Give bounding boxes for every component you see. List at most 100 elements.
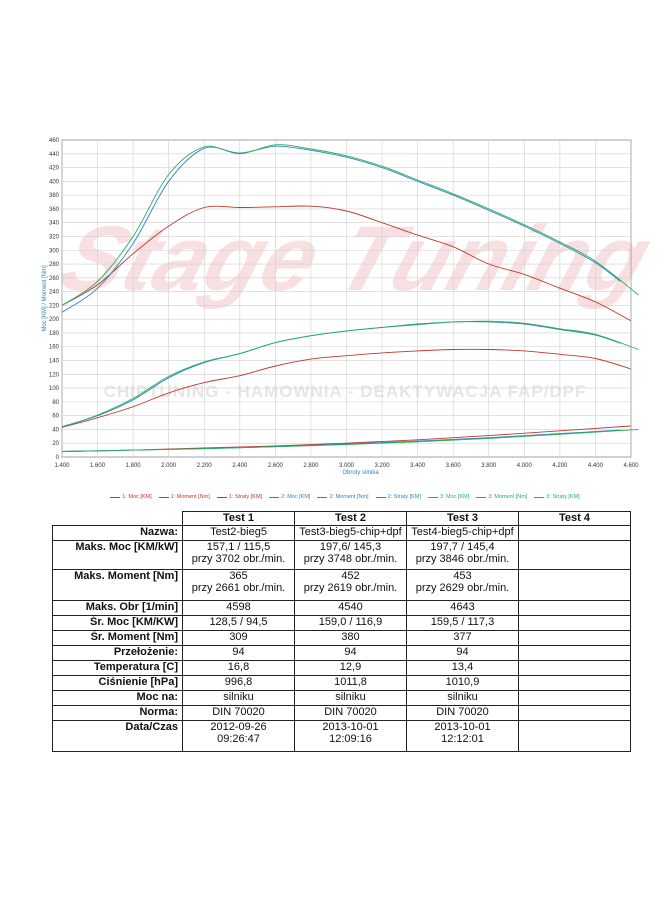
table-cell: [518, 600, 631, 616]
row-label: Śr. Moment [Nm]: [52, 630, 183, 646]
table-row: Norma: DIN 70020 DIN 70020 DIN 70020: [52, 705, 631, 721]
table-row: Moc na: silniku silniku silniku: [52, 690, 631, 706]
y-tick-label: 100: [49, 386, 60, 392]
cell-text: 94: [456, 646, 469, 658]
cell-text: DIN 70020: [212, 706, 265, 718]
x-tick-label: 3.200: [375, 463, 391, 469]
row-label: Norma:: [52, 705, 183, 721]
cell-text: 4540: [338, 601, 363, 613]
x-tick-label: 4.000: [517, 463, 533, 469]
table-cell: 365 przy 2661 obr./min.: [182, 569, 295, 601]
legend-swatch: [269, 496, 280, 498]
results-table: Test 1 Test 2 Test 3 Test 4 Nazwa: Test2-…: [52, 511, 631, 752]
legend-label: 1: Straty [KM]: [228, 494, 263, 500]
legend-label: 3: Straty [KM]: [546, 494, 580, 500]
table-cell: [518, 645, 631, 661]
table-row: Ciśnienie [hPa] 996,8 1011,8 1010,9: [52, 675, 631, 691]
table-cell: [518, 525, 631, 541]
x-tick-label: 2.800: [303, 463, 319, 469]
row-label: Moc na:: [52, 690, 183, 706]
table-cell: silniku: [406, 690, 519, 706]
y-tick-label: 400: [49, 179, 60, 185]
legend-label: 1: Moc [KM]: [122, 494, 152, 500]
cell-text: 1011,8: [334, 676, 367, 688]
table-cell: Test3-bieg5-chip+dpf: [294, 525, 407, 541]
legend-item: 3: Straty [KM]: [534, 490, 580, 504]
table-cell: 197,7 / 145,4 przy 3846 obr./min.: [406, 540, 519, 570]
table-cell: [518, 705, 631, 721]
y-tick-label: 300: [49, 248, 60, 254]
legend-swatch: [317, 496, 328, 498]
row-label: Data/Czas: [52, 720, 183, 752]
table-header: Test 3: [406, 511, 519, 526]
table-header-row: Test 1 Test 2 Test 3 Test 4: [52, 511, 631, 526]
chart-series: [61, 144, 639, 452]
legend-label: 2: Straty [KM]: [387, 494, 421, 500]
cell-text: Test4-bieg5-chip+dpf: [411, 526, 514, 538]
series-line-3-moment-nm: [61, 144, 639, 306]
y-tick-label: 80: [52, 400, 59, 406]
table-cell: [518, 540, 631, 570]
row-label: Maks. Moc [KM/kW]: [52, 540, 183, 570]
table-cell: 2012-09-26 09:26:47: [182, 720, 295, 752]
table-cell: 996,8: [182, 675, 295, 691]
x-tick-label: 3.000: [339, 463, 355, 469]
cell-text: 365: [229, 570, 248, 582]
table-cell: [518, 675, 631, 691]
table-row: Maks. Moment [Nm] 365 przy 2661 obr./min. 4…: [52, 569, 631, 601]
x-tick-label: 3.800: [481, 463, 497, 469]
cell-text: silniku: [447, 691, 478, 703]
cell-text: silniku: [335, 691, 366, 703]
cell-text: 309: [229, 631, 248, 643]
series-line-1-moc-km: [61, 348, 631, 428]
cell-text: Test2-bieg5: [210, 526, 267, 538]
table-cell: 453 przy 2629 obr./min.: [406, 569, 519, 601]
y-tick-label: 20: [52, 441, 59, 447]
legend-swatch: [375, 496, 386, 498]
table-cell: 380: [294, 630, 407, 646]
x-tick-label: 1.400: [54, 463, 70, 469]
x-tick-label: 3.400: [410, 463, 426, 469]
table-header: Test 4: [518, 511, 631, 526]
table-cell: 2013-10-01 12:09:16: [294, 720, 407, 752]
table-cell: 4540: [294, 600, 407, 616]
table-cell: 309: [182, 630, 295, 646]
cell-text: przy 3748 obr./min.: [303, 553, 398, 565]
x-tick-label: 2.200: [197, 463, 213, 469]
cell-text: 380: [341, 631, 360, 643]
table-cell: 94: [406, 645, 519, 661]
legend-label: 2: Moment [Nm]: [329, 494, 369, 500]
table-cell: DIN 70020: [294, 705, 407, 721]
legend-item: 3: Moc [KM]: [427, 490, 469, 504]
x-tick-label: 3.600: [446, 463, 462, 469]
legend-swatch: [110, 496, 121, 498]
cell-text: przy 2629 obr./min.: [415, 582, 510, 594]
cell-text: 12:12:01: [441, 733, 484, 745]
table-cell: 1011,8: [294, 675, 407, 691]
cell-text: silniku: [223, 691, 254, 703]
table-cell: [518, 720, 631, 752]
y-axis-label: Moc [KM] / Moment [Nm]: [42, 265, 48, 332]
y-tick-label: 340: [49, 221, 60, 227]
cell-text: DIN 70020: [324, 706, 377, 718]
x-tick-label: 4.400: [588, 463, 604, 469]
table-cell: 12,9: [294, 660, 407, 676]
cell-text: 4598: [226, 601, 251, 613]
y-tick-label: 440: [49, 152, 60, 158]
x-tick-label: 2.600: [268, 463, 284, 469]
table-cell: 4643: [406, 600, 519, 616]
row-label: Maks. Moment [Nm]: [52, 569, 183, 601]
cell-text: 1010,9: [445, 676, 480, 688]
y-tick-label: 180: [49, 331, 60, 337]
table-row: Nazwa: Test2-bieg5 Test3-bieg5-chip+dpf Tes…: [52, 525, 631, 541]
table-cell: [518, 690, 631, 706]
cell-text: 996,8: [224, 676, 253, 688]
legend-label: 3: Moment [Nm]: [488, 494, 528, 500]
y-tick-label: 120: [49, 372, 60, 378]
cell-text: 2013-10-01: [322, 721, 379, 733]
table-cell: 94: [294, 645, 407, 661]
cell-text: 197,7 / 145,4: [430, 541, 495, 553]
series-line-3-moc-km: [61, 320, 639, 428]
cell-text: 09:26:47: [217, 733, 260, 745]
